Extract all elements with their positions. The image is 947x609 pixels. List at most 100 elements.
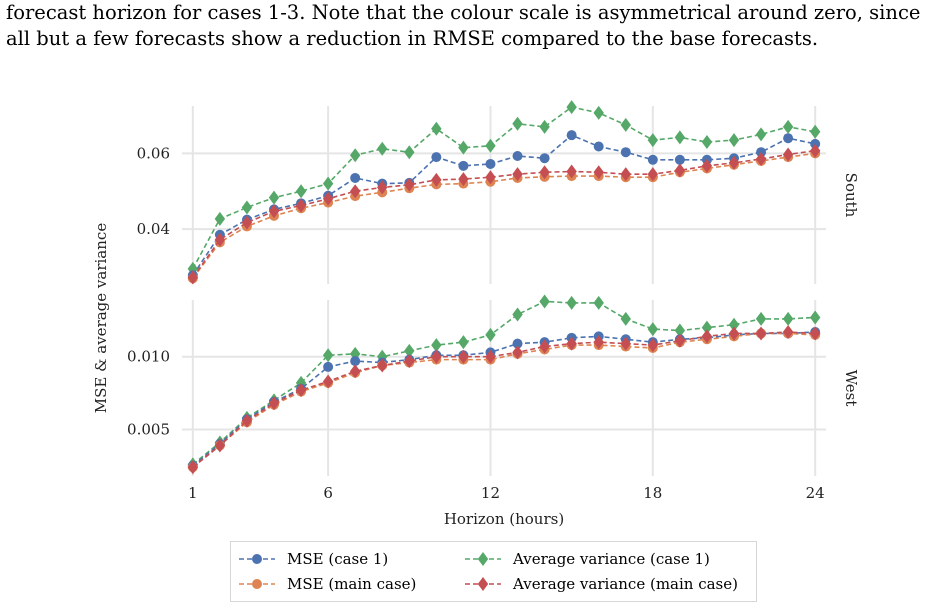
legend-label: MSE (main case) xyxy=(287,575,417,593)
data-point xyxy=(566,130,577,141)
data-point xyxy=(458,172,469,187)
data-point xyxy=(701,329,713,344)
data-point xyxy=(512,307,523,322)
data-point xyxy=(322,374,334,389)
data-point xyxy=(458,349,469,364)
chart-panels: 0.04 0.06 South 0.005 0.010 West 1 6 12 18 24 xyxy=(127,100,860,502)
y-tick-label: 0.010 xyxy=(127,348,170,366)
data-point xyxy=(431,152,442,163)
data-point xyxy=(755,152,767,167)
series-line xyxy=(192,134,816,276)
x-tick-label: 6 xyxy=(323,484,333,502)
data-point xyxy=(485,349,496,364)
data-point xyxy=(241,413,253,428)
data-point xyxy=(431,349,442,364)
legend-item-avgvar-case1: Average variance (case 1) xyxy=(463,547,710,571)
x-axis-label: Horizon (hours) xyxy=(444,510,564,528)
legend-item-mse-main: MSE (main case) xyxy=(237,572,416,596)
data-point xyxy=(187,270,199,285)
y-axis-label: MSE & average variance xyxy=(92,223,110,414)
data-point xyxy=(593,165,604,180)
panel-strip-label: West xyxy=(842,370,860,407)
series-1 xyxy=(187,328,821,473)
data-point xyxy=(322,348,334,363)
data-point xyxy=(539,339,550,354)
data-point xyxy=(728,317,740,332)
data-point xyxy=(349,184,361,199)
legend-marker xyxy=(477,577,489,591)
caption-line-2: all but a few forecasts show a reduction… xyxy=(6,27,819,50)
legend-marker xyxy=(252,579,262,589)
data-point xyxy=(647,322,659,337)
data-point xyxy=(323,361,334,372)
legend-label: Average variance (case 1) xyxy=(513,550,710,568)
data-point xyxy=(620,167,631,182)
data-point xyxy=(295,184,307,199)
data-point xyxy=(593,295,604,310)
y-tick-label: 0.06 xyxy=(137,144,170,162)
data-point xyxy=(674,130,686,145)
data-point xyxy=(728,155,740,170)
data-point xyxy=(755,326,767,341)
panel-west: 0.005 0.010 West xyxy=(127,294,860,476)
legend-item-avgvar-main: Average variance (main case) xyxy=(463,572,738,596)
data-point xyxy=(404,354,415,369)
data-point xyxy=(458,140,469,155)
x-tick-label: 18 xyxy=(643,484,662,502)
data-point xyxy=(566,295,577,310)
data-point xyxy=(674,333,686,348)
series-line xyxy=(192,152,816,279)
data-point xyxy=(809,124,821,139)
data-point xyxy=(349,148,361,163)
data-point xyxy=(620,311,631,326)
data-point xyxy=(485,170,496,185)
data-point xyxy=(295,198,307,213)
data-point xyxy=(566,164,577,179)
data-point xyxy=(593,335,604,350)
legend-label: Average variance (main case) xyxy=(513,575,738,593)
series-1 xyxy=(187,148,821,284)
data-point xyxy=(620,147,631,158)
data-point xyxy=(458,160,469,171)
data-point xyxy=(566,336,577,351)
series-3 xyxy=(187,143,821,285)
series-line xyxy=(192,332,816,468)
data-point xyxy=(512,116,523,131)
data-point xyxy=(377,180,388,195)
data-point xyxy=(809,143,821,158)
data-point xyxy=(377,141,388,156)
data-point xyxy=(268,190,280,205)
data-point xyxy=(539,165,550,180)
data-point xyxy=(783,133,794,144)
data-point xyxy=(268,204,280,219)
line-chart: 0.04 0.06 South 0.005 0.010 West 1 6 12 18 24 MSE … xyxy=(92,100,860,528)
data-point xyxy=(214,232,226,247)
data-point xyxy=(728,326,740,341)
data-point xyxy=(404,145,415,160)
series-line xyxy=(192,331,816,468)
data-point xyxy=(431,121,442,136)
data-point xyxy=(782,325,794,339)
data-point xyxy=(214,438,226,453)
data-point xyxy=(674,163,686,178)
legend: MSE (case 1) MSE (main case) Average var… xyxy=(230,541,757,602)
data-point xyxy=(349,364,361,379)
data-point xyxy=(485,158,496,169)
series-2 xyxy=(187,294,821,472)
data-point xyxy=(322,191,334,206)
legend-marker xyxy=(252,554,262,564)
data-point xyxy=(647,133,659,148)
data-point xyxy=(782,311,794,326)
x-tick-label: 1 xyxy=(188,484,198,502)
data-point xyxy=(620,336,631,351)
data-point xyxy=(241,215,253,230)
data-point xyxy=(512,150,523,161)
data-point xyxy=(701,320,713,335)
data-point xyxy=(674,323,686,338)
series-line xyxy=(192,149,816,279)
data-point xyxy=(431,338,442,353)
data-point xyxy=(593,105,604,120)
data-point xyxy=(431,172,442,187)
legend-item-mse-case1: MSE (case 1) xyxy=(237,547,388,571)
data-point xyxy=(593,141,604,152)
